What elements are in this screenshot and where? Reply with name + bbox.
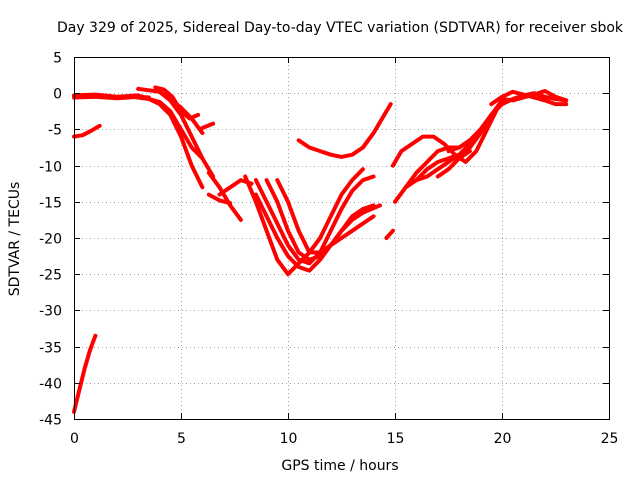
y-tick-label: -10 bbox=[39, 160, 62, 176]
y-axis-title: SDTVAR / TECUs bbox=[7, 182, 23, 297]
y-tick-label: -45 bbox=[39, 413, 62, 429]
series-line-trace-16 bbox=[253, 192, 382, 273]
chart-title: Day 329 of 2025, Sidereal Day-to-day VTE… bbox=[57, 20, 624, 36]
x-axis-title: GPS time / hours bbox=[281, 458, 398, 474]
y-tick-label: -20 bbox=[39, 232, 62, 248]
y-tick-label: -5 bbox=[48, 123, 62, 139]
ticks bbox=[74, 57, 610, 420]
series-line-trace-27 bbox=[384, 228, 395, 240]
y-tick-label: -35 bbox=[39, 341, 62, 357]
series-line-trace-19 bbox=[390, 105, 500, 168]
series-line-trace-05 bbox=[125, 94, 205, 161]
y-tick-label: -40 bbox=[39, 377, 62, 393]
series-line-trace-17 bbox=[275, 178, 376, 255]
series-line-trace-23 bbox=[435, 149, 472, 179]
x-tick-label: 10 bbox=[280, 431, 298, 447]
series-line-trace-10 bbox=[206, 170, 243, 222]
x-tick-label: 25 bbox=[601, 431, 619, 447]
series-line-trace-18 bbox=[296, 102, 393, 159]
series-line-trace-26 bbox=[500, 89, 569, 103]
y-tick-label: 5 bbox=[53, 51, 62, 67]
series-line-trace-15 bbox=[264, 178, 376, 262]
y-tick-label: -25 bbox=[39, 268, 62, 284]
y-tick-label: 0 bbox=[53, 87, 62, 103]
x-tick-labels: 0 5 10 15 20 25 bbox=[70, 431, 618, 447]
series-line-trace-02 bbox=[72, 333, 98, 414]
series-line-trace-01 bbox=[72, 123, 102, 139]
y-tick-label: -15 bbox=[39, 196, 62, 212]
series-line-trace-06 bbox=[136, 86, 216, 179]
x-tick-label: 0 bbox=[70, 431, 79, 447]
x-tick-label: 15 bbox=[387, 431, 405, 447]
y-tick-label: -30 bbox=[39, 304, 62, 320]
x-tick-label: 20 bbox=[494, 431, 512, 447]
series-line-trace-08 bbox=[157, 89, 205, 135]
series-line-trace-22 bbox=[414, 127, 483, 183]
series-line-trace-11 bbox=[206, 192, 233, 206]
series-group bbox=[72, 85, 569, 414]
y-tick-labels: 5 0 -5 -10 -15 -20 -25 -30 -35 -40 -45 bbox=[39, 51, 62, 429]
x-tick-label: 5 bbox=[177, 431, 186, 447]
series-line-trace-09 bbox=[200, 121, 216, 130]
